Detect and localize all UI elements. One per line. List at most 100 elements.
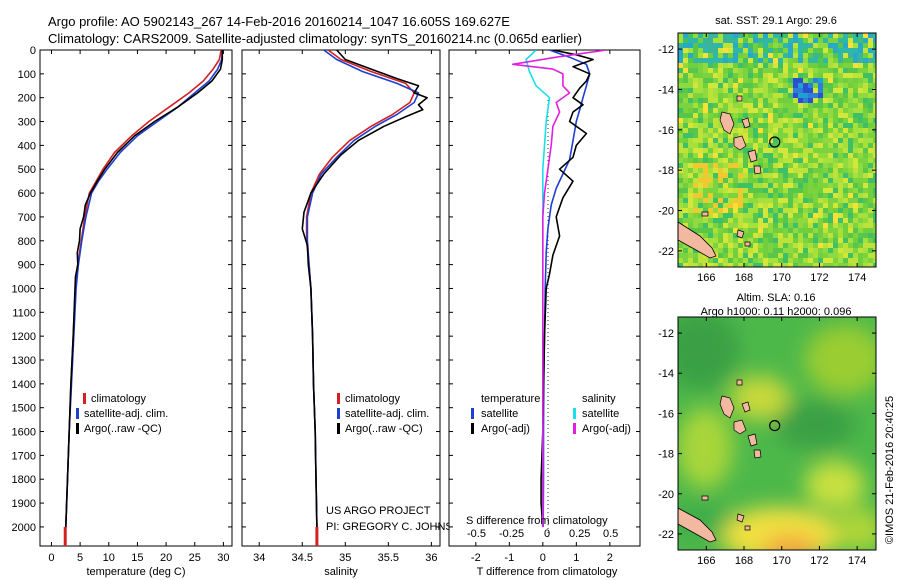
temperature-panel: 0100200300400500600700800900100011001200… [12,45,233,578]
depth-tick-label: 1200 [12,331,36,343]
legend-s-argo-swatch [573,423,576,434]
island-shape [719,111,735,135]
salinity-panel: 34 34.5 35 35.5 36 salinity climatology sate… [241,49,469,578]
sst-map-panel: sat. SST: 29.1 Argo: 29.6 166 168 170 172 17… [658,15,877,284]
map-y-tick-label: -18 [658,449,674,461]
map-y-tick-label: -20 [658,489,674,501]
map-y-tick-label: -16 [658,125,674,137]
temperature-legend: climatology satellite-adj. clim. Argo(..… [76,393,168,435]
island-shape [719,395,735,419]
legend-satellite-label: satellite-adj. clim. [345,408,429,420]
legend-argo-swatch [76,423,79,434]
salinity-profiles [301,50,428,546]
map-x-tick-label: 168 [735,555,753,567]
legend-s-satellite-label: satellite [582,408,619,420]
x-tick-label: 0 [540,552,546,564]
t-difference-xlabel: T difference from climatology [477,566,618,578]
map-y-tick-label: -20 [658,206,674,218]
sst-map-title: sat. SST: 29.1 Argo: 29.6 [715,15,837,27]
project-credit: US ARGO PROJECT [326,505,431,517]
depth-tick-label: 1000 [12,283,36,295]
map-x-tick-label: 166 [697,555,715,567]
island-shape [736,95,743,102]
series-line-argo-raw-qc- [64,50,224,539]
temperature-ticks: 0 5 10 15 20 25 30 [48,50,230,564]
island-shape [747,433,758,447]
difference-legend: temperature salinity satellite Argo(-adj… [471,393,631,435]
legend-climatology-label: climatology [91,393,147,405]
figure-title-line2: Climatology: CARS2009. Satellite-adjuste… [48,31,582,46]
map-y-tick-label: -14 [658,368,674,380]
difference-ticks: -2 -1 0 1 2 [471,50,613,564]
map-x-tick-label: 170 [773,272,791,284]
x-tick-label: 35 [339,552,351,564]
sst-map-frame [677,32,877,268]
map-y-tick-label: -12 [658,328,674,340]
map-y-tick-label: -14 [658,84,674,96]
island-shape [744,525,751,531]
temperature-axes-frame [39,49,233,547]
series-line-argo-adj- [540,50,594,527]
legend-temperature-header: temperature [481,393,540,405]
depth-tick-label: 900 [18,260,36,272]
s-difference-top-ticks: -0.5 -0.25 0 0.25 0.5 [467,528,618,540]
depth-tick-label: 1300 [12,355,36,367]
x-tick-label: 15 [131,552,143,564]
sst-map-ticks: 166 168 170 172 174 -12 -14 -16 -18 -20 -22 [658,33,876,284]
map-x-tick-label: 172 [810,555,828,567]
temperature-profiles [63,50,224,546]
legend-t-argo-swatch [471,423,474,434]
depth-tick-label: 1700 [12,450,36,462]
depth-tick-label: 1600 [12,427,36,439]
depth-tick-label: 2000 [12,522,36,534]
map-x-tick-label: 174 [848,272,866,284]
temperature-xlabel: temperature (deg C) [86,566,185,578]
depth-tick-label: 1800 [12,474,36,486]
x-tick-label: 34 [253,552,265,564]
island-shape [736,379,743,386]
island-shape [747,149,758,163]
legend-t-argo-label: Argo(-adj) [481,423,530,435]
map-y-tick-label: -22 [658,529,674,541]
map-x-tick-label: 170 [773,555,791,567]
sla-map-title-line1: Altim. SLA: 0.16 [737,292,816,304]
top-tick-label: 0.5 [603,528,618,540]
legend-s-argo-label: Argo(-adj) [582,423,631,435]
imos-watermark: ©IMOS 21-Feb-2016 20:40:25 [884,396,896,544]
sst-pixel-field [678,33,876,267]
x-tick-label: 1 [573,552,579,564]
island-shape [701,211,709,217]
x-tick-label: 10 [103,552,115,564]
x-tick-label: 35.5 [378,552,399,564]
x-tick-label: 36 [425,552,437,564]
new-caledonia-shape [678,221,717,259]
map-y-tick-label: -22 [658,246,674,258]
depth-tick-label: 600 [18,188,36,200]
legend-satellite-label: satellite-adj. clim. [84,408,168,420]
legend-climatology-swatch [337,393,340,404]
depth-tick-label: 100 [18,69,36,81]
legend-t-satellite-swatch [471,408,474,419]
s-difference-xlabel: S difference from climatology [466,515,608,527]
depth-tick-label: 200 [18,93,36,105]
figure-title-line1: Argo profile: AO 5902143_267 14-Feb-2016… [48,14,510,29]
x-tick-label: 0 [48,552,54,564]
depth-tick-label: 1100 [12,307,36,319]
legend-s-satellite-swatch [573,408,576,419]
difference-panel: -2 -1 0 1 2 -0.5 -0.25 0 0.25 0.5 S differen… [448,49,641,578]
sla-map-ticks: 166 168 170 172 174 -12 -14 -16 -18 -20 -22 [658,317,876,567]
depth-tick-label: 400 [18,140,36,152]
map-x-tick-label: 174 [848,555,866,567]
island-shape [744,241,751,247]
depth-tick-label: 1500 [12,403,36,415]
island-shape [753,165,762,175]
x-tick-label: 25 [189,552,201,564]
depth-tick-label: 300 [18,117,36,129]
legend-argo-label: Argo(..raw -QC) [84,423,162,435]
depth-tick-label: 500 [18,164,36,176]
salinity-depth-ticks [242,49,440,528]
argo-float-marker [769,420,781,432]
legend-argo-swatch [337,423,340,434]
x-tick-label: 34.5 [292,552,313,564]
salinity-legend: climatology satellite-adj. clim. Argo(..… [337,393,429,435]
